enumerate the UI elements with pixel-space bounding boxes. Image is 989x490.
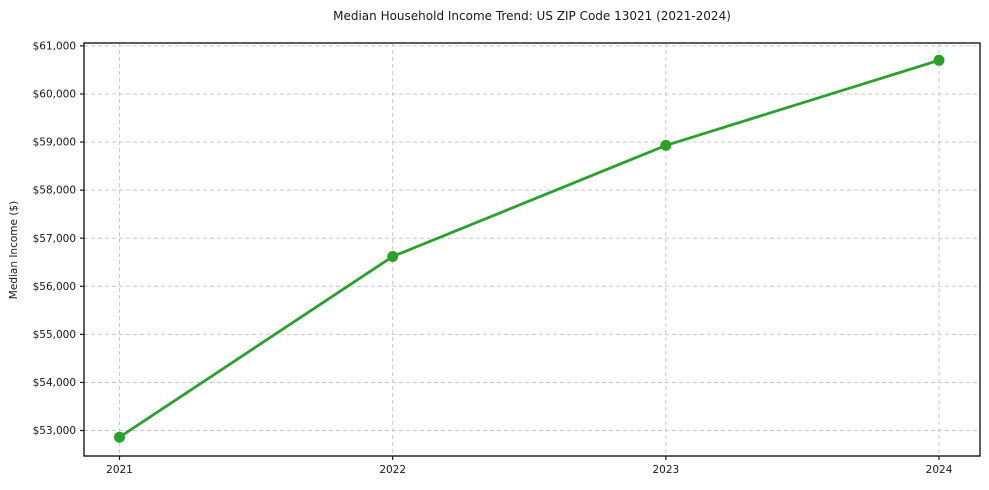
axes-layer: $53,000 $54,000 $55,000 $56,000 $57,000 $58,0… (33, 40, 953, 476)
y-tick-label: $61,000 (33, 40, 76, 52)
y-tick-label: $58,000 (33, 185, 76, 197)
y-tick-label: $57,000 (33, 233, 76, 245)
x-tick-label: 2021 (106, 464, 133, 476)
x-tick-label: 2022 (379, 464, 406, 476)
x-tick-label: 2024 (926, 464, 953, 476)
chart-title: Median Household Income Trend: US ZIP Co… (333, 9, 731, 23)
y-tick-label: $55,000 (33, 329, 76, 341)
series-layer (114, 54, 945, 443)
trend-line (118, 58, 941, 439)
y-tick-label: $60,000 (33, 89, 76, 101)
y-tick-label: $59,000 (33, 137, 76, 149)
y-tick-label: $56,000 (33, 281, 76, 293)
y-axis-label: Median Income ($) (8, 201, 20, 299)
gridlines-layer (84, 43, 980, 456)
plot-border (83, 42, 981, 457)
data-point-marker (660, 139, 672, 151)
y-tick-label: $53,000 (33, 425, 76, 437)
data-point-marker (933, 54, 945, 66)
y-tick-label: $54,000 (33, 377, 76, 389)
data-point-marker (387, 251, 399, 262)
x-tick-label: 2023 (652, 464, 679, 476)
data-point-marker (114, 431, 125, 443)
